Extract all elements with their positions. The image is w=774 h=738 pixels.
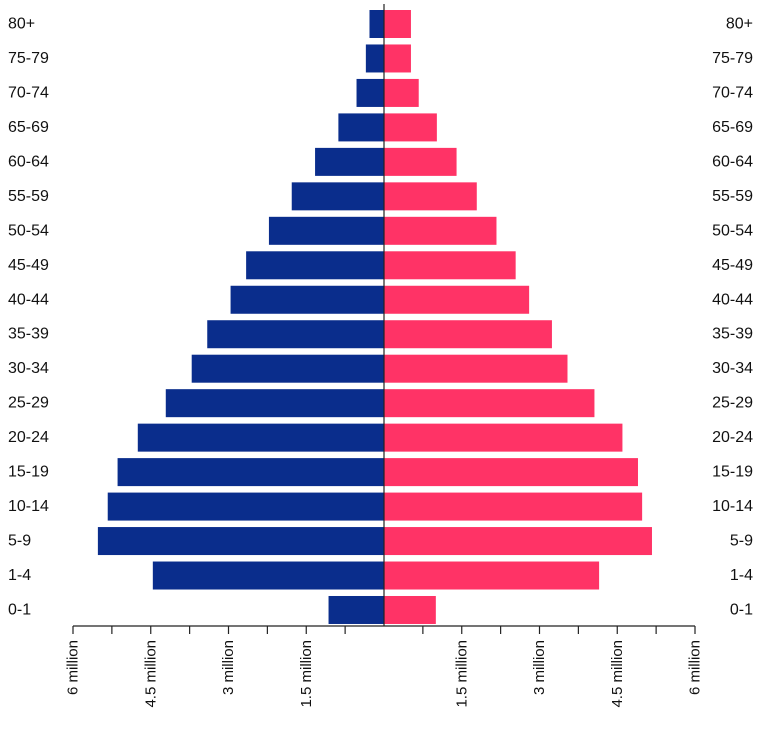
bar-left-50-54	[268, 216, 384, 245]
bar-right-40-44	[384, 285, 530, 314]
age-label-right: 5-9	[730, 533, 753, 550]
age-label-right: 20-24	[712, 429, 753, 446]
bar-right-15-19	[384, 458, 638, 487]
bar-left-1-4	[152, 561, 384, 590]
bar-left-60-64	[315, 147, 384, 176]
age-label-right: 70-74	[712, 84, 753, 101]
age-label-left: 50-54	[8, 222, 49, 239]
age-label-right: 55-59	[712, 188, 753, 205]
x-tick-label-right: 3 million	[531, 640, 548, 695]
age-label-right: 1-4	[730, 567, 753, 584]
age-label-right: 10-14	[712, 498, 753, 515]
bar-left-35-39	[207, 320, 384, 349]
bar-right-45-49	[384, 251, 516, 280]
age-label-right: 0-1	[730, 601, 753, 618]
age-label-right: 35-39	[712, 326, 753, 343]
bar-right-30-34	[384, 354, 568, 383]
age-label-left: 75-79	[8, 50, 49, 67]
age-label-left: 1-4	[8, 567, 31, 584]
age-label-left: 35-39	[8, 326, 49, 343]
bar-left-0-1	[328, 595, 384, 624]
bar-right-20-24	[384, 423, 623, 452]
age-label-right: 50-54	[712, 222, 753, 239]
age-label-right: 80+	[726, 16, 753, 33]
bar-right-10-14	[384, 492, 643, 521]
age-label-left: 25-29	[8, 395, 49, 412]
bar-left-80+	[369, 10, 384, 38]
bar-left-5-9	[97, 527, 384, 556]
bar-right-25-29	[384, 389, 595, 418]
bar-left-15-19	[117, 458, 385, 487]
bar-right-80+	[384, 10, 411, 38]
bar-right-60-64	[384, 147, 457, 176]
x-tick-label-right: 4.5 million	[609, 640, 626, 708]
age-label-right: 75-79	[712, 50, 753, 67]
age-label-left: 60-64	[8, 153, 49, 170]
age-label-left: 40-44	[8, 291, 49, 308]
age-label-left: 5-9	[8, 533, 31, 550]
bar-left-20-24	[137, 423, 384, 452]
x-tick-label-left: 6 million	[65, 640, 82, 695]
bar-left-45-49	[246, 251, 384, 280]
bar-right-65-69	[384, 113, 437, 142]
x-tick-label-left: 1.5 million	[298, 640, 315, 708]
x-tick-label-right: 6 million	[687, 640, 704, 695]
age-label-right: 40-44	[712, 291, 753, 308]
bar-left-70-74	[356, 78, 384, 107]
x-tick-label-left: 4.5 million	[142, 640, 159, 708]
bar-right-1-4	[384, 561, 600, 590]
age-label-left: 10-14	[8, 498, 49, 515]
bar-left-30-34	[191, 354, 384, 383]
bar-right-55-59	[384, 182, 477, 211]
age-label-right: 65-69	[712, 119, 753, 136]
bar-left-10-14	[107, 492, 384, 521]
bar-right-5-9	[384, 527, 652, 556]
bar-left-75-79	[365, 44, 384, 73]
age-label-left: 45-49	[8, 257, 49, 274]
bar-left-55-59	[291, 182, 384, 211]
age-label-right: 45-49	[712, 257, 753, 274]
bar-right-0-1	[384, 595, 436, 624]
age-label-left: 20-24	[8, 429, 49, 446]
bar-right-50-54	[384, 216, 497, 245]
x-tick-label-left: 3 million	[220, 640, 237, 695]
x-tick-label-right: 1.5 million	[453, 640, 470, 708]
age-label-left: 80+	[8, 16, 35, 33]
age-label-left: 30-34	[8, 360, 49, 377]
age-label-left: 0-1	[8, 601, 31, 618]
bar-left-65-69	[338, 113, 384, 142]
age-label-right: 25-29	[712, 395, 753, 412]
age-label-right: 30-34	[712, 360, 753, 377]
bar-left-40-44	[230, 285, 384, 314]
bar-right-70-74	[384, 78, 419, 107]
age-label-left: 70-74	[8, 84, 49, 101]
age-label-left: 65-69	[8, 119, 49, 136]
age-label-left: 55-59	[8, 188, 49, 205]
age-label-right: 15-19	[712, 464, 753, 481]
bar-right-35-39	[384, 320, 552, 349]
age-label-left: 15-19	[8, 464, 49, 481]
bar-right-75-79	[384, 44, 411, 73]
bar-left-25-29	[165, 389, 384, 418]
age-label-right: 60-64	[712, 153, 753, 170]
